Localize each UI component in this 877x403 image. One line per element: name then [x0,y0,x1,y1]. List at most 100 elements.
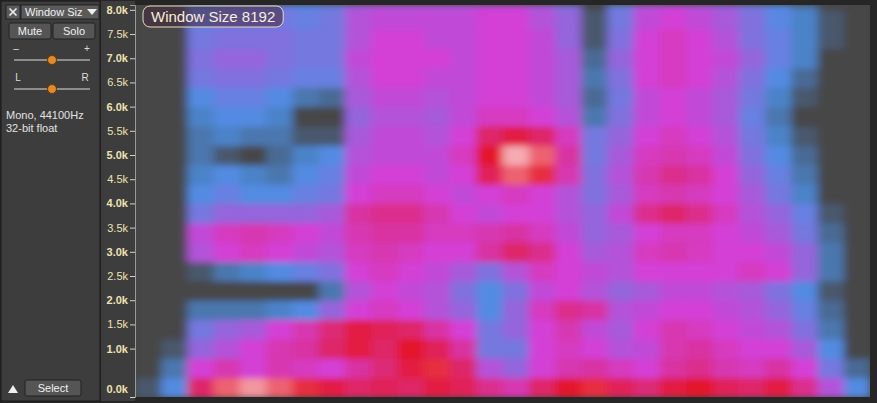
cell [266,145,293,165]
cell [581,107,608,127]
cell [660,242,687,262]
button-label[interactable]: Mute [18,25,42,37]
cell [371,184,398,204]
cell [424,242,451,262]
cell [345,320,372,340]
cell [319,49,346,69]
cell [686,145,713,165]
cell [818,339,845,359]
cell [765,242,792,262]
button-box[interactable] [53,23,95,39]
cell [424,184,451,204]
cell [529,145,556,165]
select-button[interactable]: Select [25,380,81,396]
cell [319,107,346,127]
cell [739,10,766,30]
cell [581,87,608,107]
cell [266,165,293,185]
cell [503,165,530,185]
cell [476,87,503,107]
track-name-menu[interactable]: Window Siz [21,5,99,19]
cell [398,29,425,49]
cell [371,5,398,10]
cell [555,300,582,320]
cell [791,320,818,340]
cell [844,358,870,378]
cell [240,49,267,69]
cell [555,242,582,262]
menu-arrow[interactable] [87,9,97,15]
cell [844,87,870,107]
cell [581,261,608,281]
cell [634,87,661,107]
cell [660,378,687,397]
button-box[interactable] [9,23,51,39]
cell [293,10,320,30]
button-mute[interactable]: Mute [9,23,51,39]
cell [503,378,530,397]
cell [503,10,530,30]
cell [345,68,372,88]
cell [476,242,503,262]
cell [135,29,162,49]
tick-mark [130,228,135,229]
cell [634,223,661,243]
cell [791,358,818,378]
collapse-button[interactable] [8,385,18,393]
slider-knob[interactable] [48,85,57,94]
cell [476,68,503,88]
cell [319,126,346,146]
cell [345,184,372,204]
close-box[interactable] [6,5,20,19]
cell [608,126,635,146]
cell [660,87,687,107]
cell [450,10,477,30]
cell [844,261,870,281]
close-icon[interactable] [10,9,17,16]
cell [398,107,425,127]
cell [345,378,372,397]
button-solo[interactable]: Solo [53,23,95,39]
cell [660,203,687,223]
button-label[interactable]: Select [38,382,69,394]
cell [371,320,398,340]
menu-box[interactable] [21,5,99,19]
tick: 8.0k [107,4,135,16]
cell [345,29,372,49]
slider-label: + [84,43,90,54]
cell [476,165,503,185]
tick-mark [130,10,135,11]
cell [844,126,870,146]
cell [503,300,530,320]
tick: 6.0k [107,101,135,113]
cell [161,49,188,69]
tick-mark [130,107,135,108]
cell [161,145,188,165]
cell [608,358,635,378]
cell [424,29,451,49]
cell [608,5,635,10]
cell [608,378,635,397]
button-label[interactable]: Solo [63,25,85,37]
cell [713,223,740,243]
pan-slider[interactable]: LR [14,72,90,94]
cell [634,29,661,49]
track-info: 32-bit float [6,122,57,134]
gain-slider[interactable]: –+ [13,43,90,65]
cell [555,320,582,340]
tick-label: 4.5k [107,173,128,185]
cell [450,378,477,397]
cell [791,203,818,223]
cell [765,203,792,223]
button-box[interactable] [25,380,81,396]
cell [476,339,503,359]
slider-knob[interactable] [48,56,57,65]
cell [188,378,215,397]
cell [371,203,398,223]
cell [765,223,792,243]
close-button[interactable] [6,5,20,19]
cell [765,145,792,165]
track-name[interactable]: Window Siz [25,6,82,18]
tick: 7.0k [107,52,135,64]
tick-mark [130,179,135,180]
